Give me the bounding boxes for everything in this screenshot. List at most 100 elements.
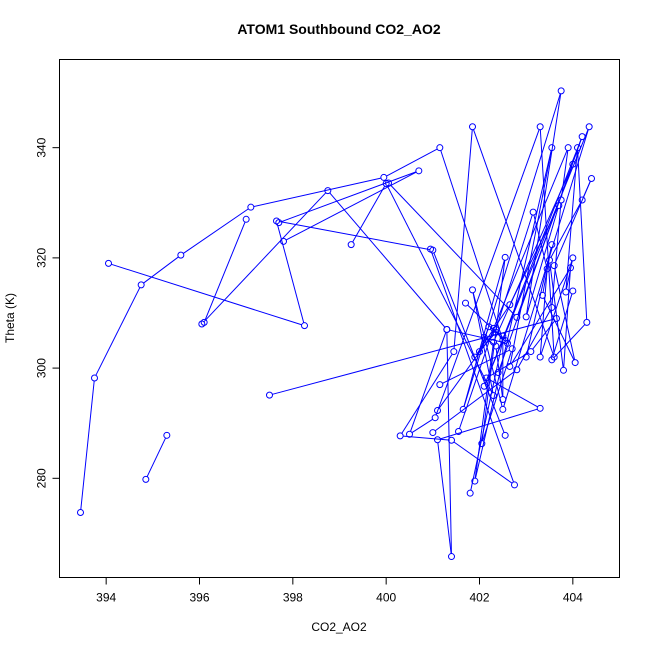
- data-point: [448, 553, 455, 561]
- data-point: [536, 123, 544, 131]
- data-point: [380, 173, 388, 181]
- data-point: [492, 328, 500, 336]
- data-point: [588, 175, 595, 183]
- series-line: [352, 185, 386, 243]
- data-point: [511, 481, 518, 489]
- series-line: [552, 293, 573, 358]
- data-point: [466, 489, 474, 497]
- data-point: [574, 144, 581, 152]
- data-point: [564, 144, 572, 152]
- data-point: [429, 429, 437, 437]
- series-line: [561, 150, 569, 198]
- data-point: [275, 219, 283, 227]
- data-point: [513, 313, 521, 321]
- series-line: [111, 263, 302, 326]
- data-point: [163, 431, 171, 439]
- data-point: [91, 374, 98, 382]
- series-line: [329, 192, 446, 328]
- data-point: [301, 322, 308, 330]
- series-line: [510, 208, 558, 303]
- series-line: [463, 260, 505, 407]
- series-line: [146, 437, 166, 477]
- data-point: [585, 123, 593, 131]
- data-point: [499, 396, 507, 404]
- series-line: [494, 166, 573, 340]
- data-point: [448, 436, 455, 444]
- series-line: [495, 348, 503, 397]
- data-point: [557, 196, 565, 204]
- series-line: [281, 171, 417, 223]
- series-line: [279, 221, 430, 251]
- data-point: [436, 144, 444, 152]
- y-tick-label: 280: [35, 468, 49, 488]
- chart-title: ATOM1 Southbound CO2_AO2: [237, 21, 440, 37]
- series-line: [526, 208, 559, 315]
- series-line: [526, 247, 552, 355]
- data-point: [455, 427, 462, 435]
- data-point: [385, 179, 392, 187]
- data-point: [280, 237, 287, 245]
- series-line: [438, 331, 495, 409]
- data-point: [508, 345, 516, 353]
- data-point: [469, 286, 476, 294]
- data-point: [436, 381, 444, 389]
- data-point: [415, 167, 423, 175]
- data-point: [142, 475, 150, 483]
- series-line: [253, 177, 382, 208]
- series-line: [203, 192, 327, 323]
- data-point: [77, 508, 84, 516]
- x-tick-label: 402: [469, 591, 489, 605]
- series-line: [449, 329, 505, 344]
- series-line: [491, 328, 501, 335]
- series-line: [474, 345, 494, 479]
- series-line: [453, 441, 513, 484]
- series-line: [482, 351, 512, 441]
- data-point: [506, 301, 514, 309]
- data-point: [462, 299, 469, 307]
- series-line: [434, 371, 515, 432]
- data-point: [548, 356, 556, 364]
- data-point: [578, 196, 586, 204]
- data-point: [200, 318, 208, 326]
- y-axis: 280 300 320 340: [35, 137, 60, 488]
- data-point: [569, 287, 577, 295]
- series-line: [517, 166, 573, 315]
- series-line: [484, 139, 582, 384]
- data-point: [434, 407, 441, 415]
- series-line: [390, 184, 516, 316]
- x-tick-label: 404: [563, 591, 583, 605]
- data-point: [137, 281, 145, 289]
- data-point: [347, 241, 355, 249]
- data-series: [77, 87, 595, 561]
- series-line: [563, 270, 571, 368]
- series-line: [433, 252, 505, 433]
- series-line: [472, 292, 503, 407]
- data-point: [434, 436, 441, 444]
- x-tick-label: 394: [96, 591, 116, 605]
- data-point: [501, 431, 509, 439]
- series-line: [510, 270, 570, 365]
- series-line: [386, 148, 438, 177]
- series-line: [551, 202, 562, 305]
- data-point: [560, 366, 567, 374]
- data-point: [499, 405, 507, 413]
- series-line: [204, 221, 246, 320]
- data-point: [571, 359, 579, 367]
- y-axis-label: Theta (K): [3, 293, 17, 343]
- series-line: [481, 260, 506, 441]
- series-line: [446, 332, 452, 554]
- data-point: [242, 215, 250, 223]
- x-tick-label: 396: [189, 591, 209, 605]
- series-line: [437, 442, 452, 554]
- data-point: [431, 414, 439, 422]
- series-line: [411, 418, 433, 434]
- data-point: [469, 123, 476, 131]
- data-point: [450, 348, 458, 356]
- data-point: [546, 256, 553, 264]
- data-point: [247, 203, 255, 211]
- data-point: [478, 440, 486, 448]
- series-line: [553, 324, 586, 358]
- series-line: [435, 129, 540, 416]
- data-point: [177, 251, 185, 259]
- data-point: [406, 430, 413, 438]
